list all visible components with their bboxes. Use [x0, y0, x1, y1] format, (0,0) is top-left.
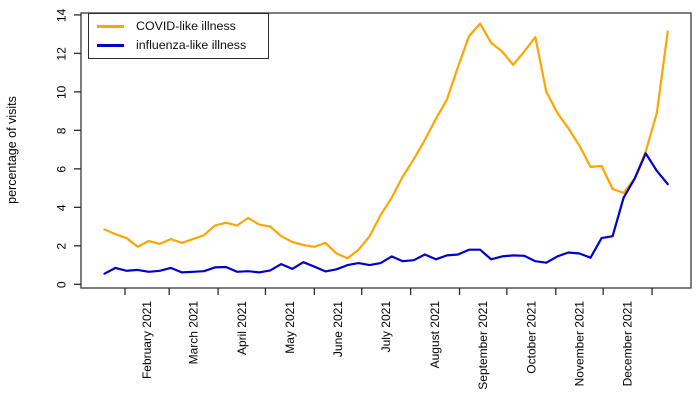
legend-item-covid: COVID-like illness — [89, 19, 268, 34]
legend: COVID-like illness influenza-like illnes… — [88, 13, 269, 59]
legend-label-influenza: influenza-like illness — [136, 38, 247, 53]
y-axis-tick-label: 8 — [55, 127, 69, 134]
y-axis-tick-label: 0 — [55, 281, 69, 288]
covid-line-swatch — [97, 25, 124, 28]
covid-series-line — [103, 22, 669, 260]
x-axis-label: December 2021 — [621, 301, 635, 387]
y-axis-tick-label: 14 — [55, 8, 69, 22]
x-axis-label: October 2021 — [524, 301, 538, 374]
y-axis-tick-label: 10 — [55, 85, 69, 99]
x-axis: February 2021 March 2021 April 2021 May 202… — [124, 288, 653, 390]
series-lines — [103, 22, 669, 275]
influenza-series-line — [103, 152, 669, 275]
x-axis-label: July 2021 — [379, 301, 393, 353]
x-axis-label: September 2021 — [476, 301, 490, 390]
x-axis-label: November 2021 — [572, 301, 586, 387]
x-axis-label: April 2021 — [235, 301, 249, 355]
influenza-line-swatch — [97, 44, 124, 47]
y-axis-tick-label: 2 — [55, 243, 69, 250]
x-axis-label: August 2021 — [428, 301, 442, 369]
x-axis-label: March 2021 — [187, 301, 201, 365]
y-axis-tick-label: 12 — [55, 47, 69, 61]
legend-label-covid: COVID-like illness — [136, 19, 236, 34]
x-axis-label: February 2021 — [140, 301, 154, 379]
y-axis-title: percentage of visits — [5, 96, 19, 204]
y-axis-tick-label: 6 — [55, 166, 69, 173]
plot-frame — [80, 12, 692, 289]
x-axis-label: May 2021 — [283, 301, 297, 354]
legend-item-influenza: influenza-like illness — [89, 38, 268, 53]
y-axis-tick-label: 4 — [55, 204, 69, 211]
y-axis: 0 2 4 6 8 10 12 14 — [55, 8, 81, 288]
x-axis-label: June 2021 — [331, 301, 345, 357]
